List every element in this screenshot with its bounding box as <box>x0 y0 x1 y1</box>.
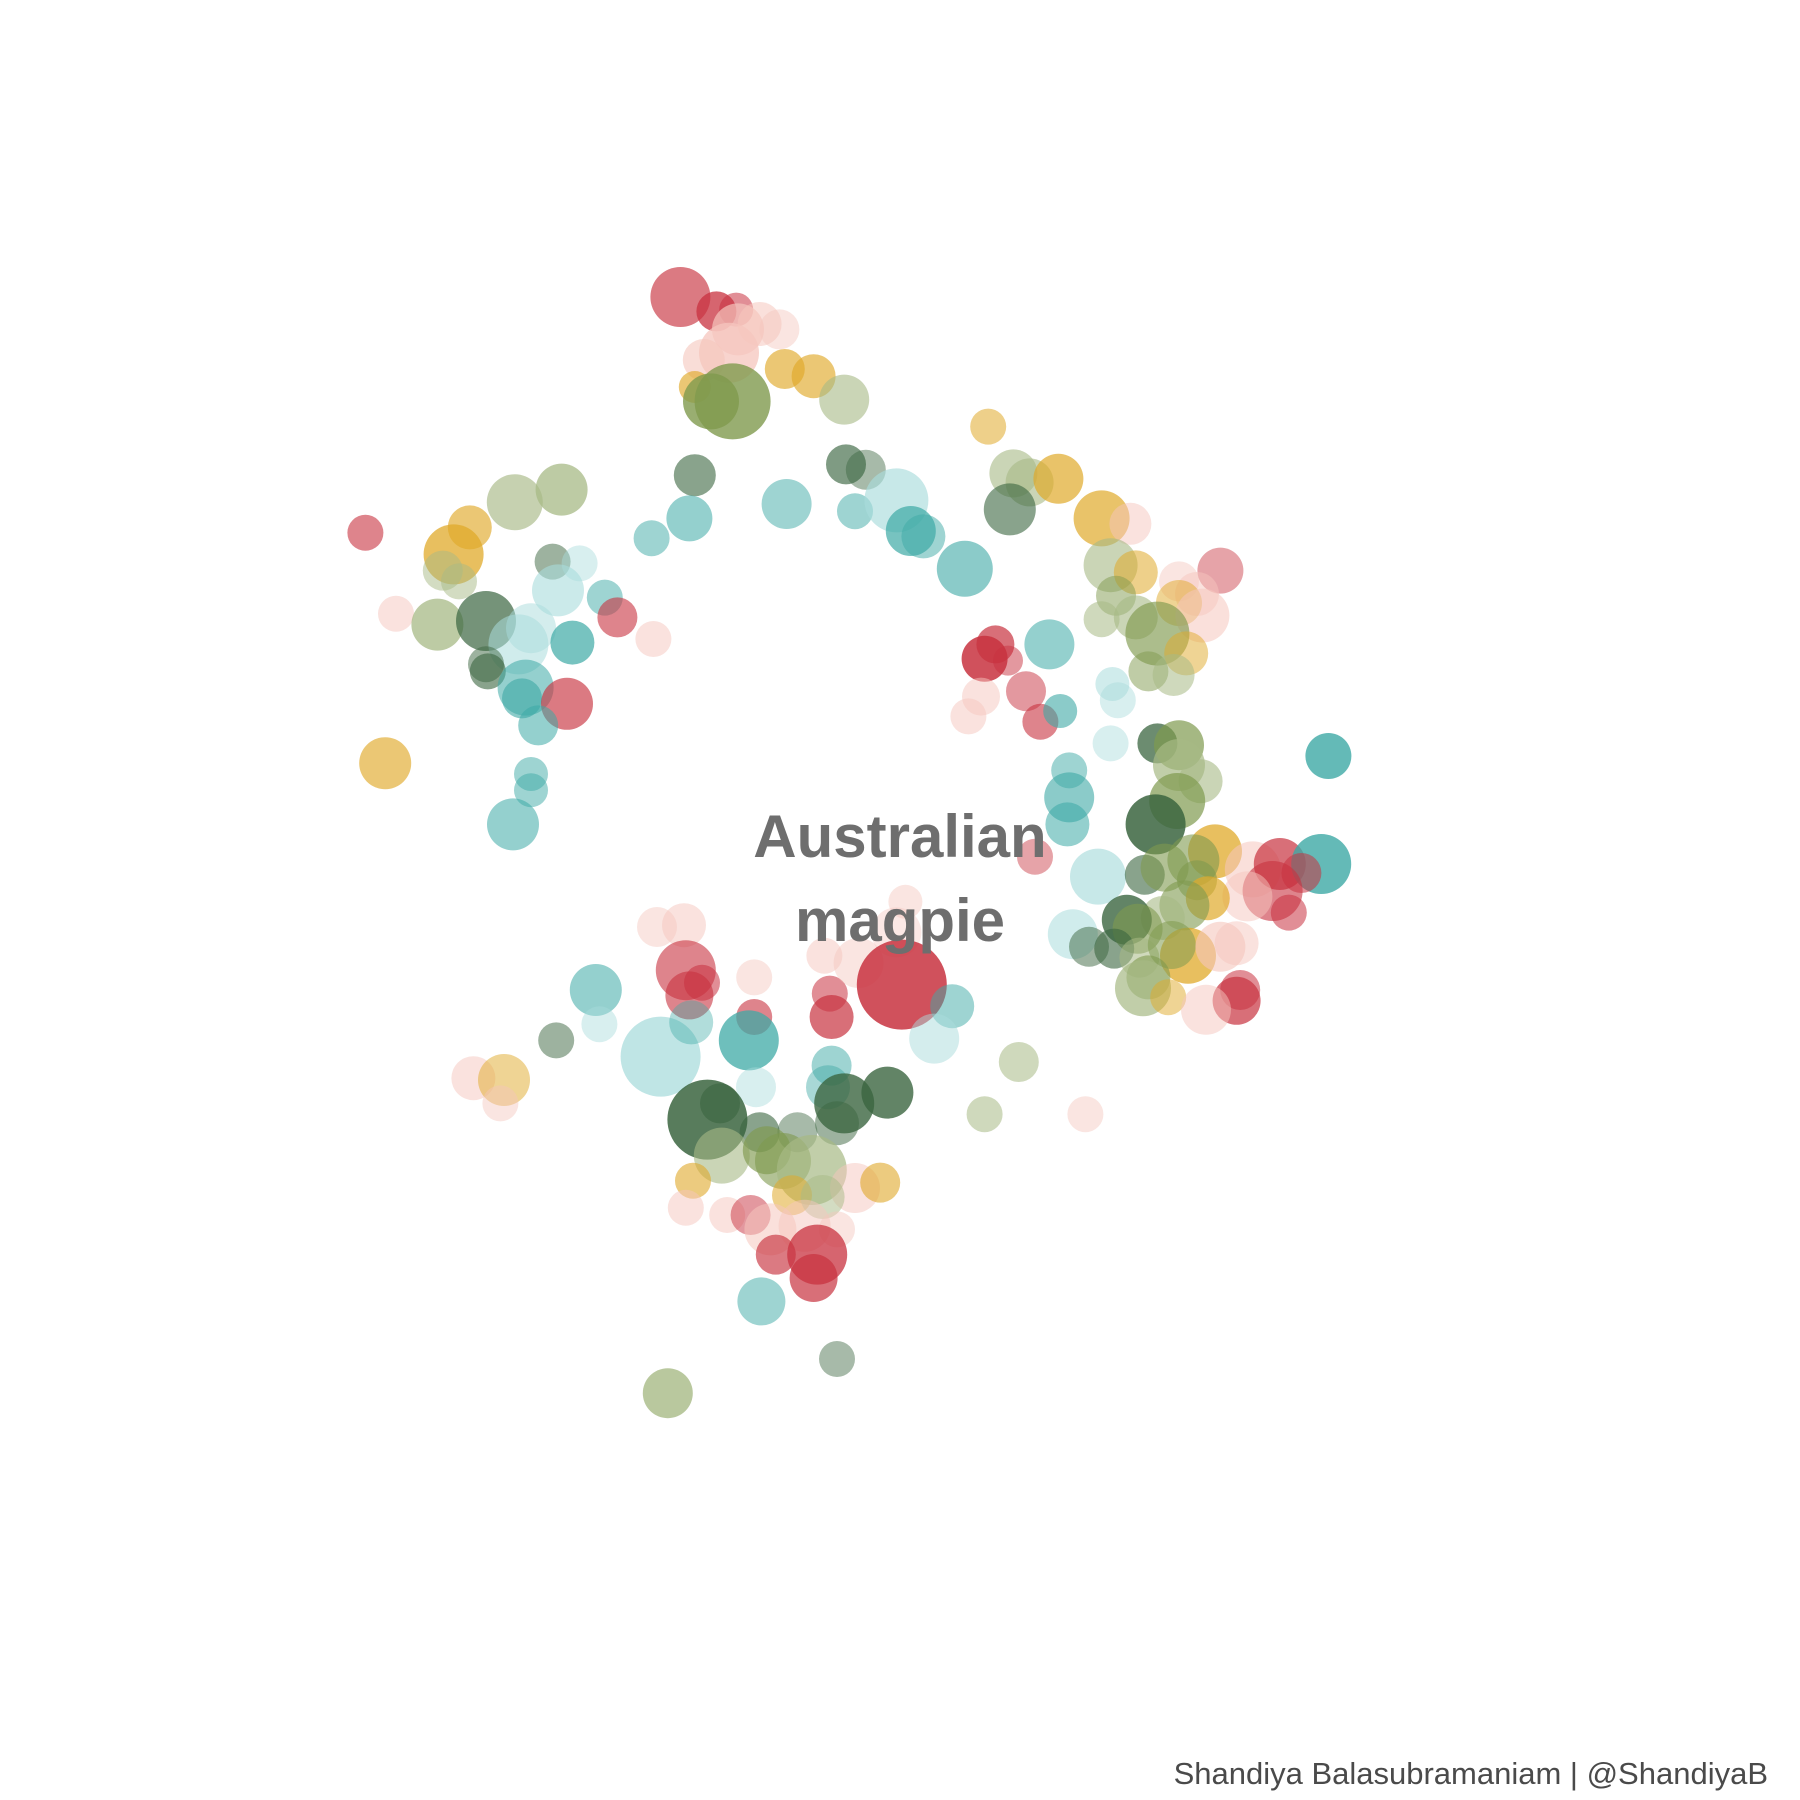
chart-title-line-2: magpie <box>794 887 1006 954</box>
bubble-point-187 <box>737 1277 786 1326</box>
bubble-point-32 <box>1109 502 1152 545</box>
bubble-point-93 <box>1147 921 1196 969</box>
bubble-point-42 <box>1083 601 1120 638</box>
bubble-point-14 <box>819 374 870 425</box>
bubble-point-58 <box>1092 725 1129 762</box>
bubble-point-108 <box>347 514 384 551</box>
bubble-point-95 <box>1214 921 1259 966</box>
bubble-point-178 <box>667 1189 704 1226</box>
bubble-point-164 <box>815 1101 859 1146</box>
bubble-point-107 <box>441 563 477 600</box>
bubble-point-189 <box>642 1368 693 1419</box>
bubble-point-119 <box>550 620 595 665</box>
bubble-point-129 <box>514 773 548 808</box>
chart-title-line-1: Australian <box>753 803 1047 870</box>
bubble-point-145 <box>856 939 947 1030</box>
bubble-point-140 <box>736 959 773 996</box>
bubble-point-68 <box>1125 794 1186 855</box>
author-credit: Shandiya Balasubramaniam | @ShandiyaB <box>1173 1756 1768 1791</box>
bubble-point-136 <box>581 1006 618 1043</box>
bubble-point-25 <box>936 540 993 597</box>
bubble-point-49 <box>1024 619 1075 670</box>
bubble-point-76 <box>1222 871 1273 922</box>
bubble-point-20 <box>826 444 866 485</box>
bubble-point-55 <box>950 698 987 735</box>
bubble-point-115 <box>411 598 464 651</box>
bubble-point-127 <box>359 737 412 790</box>
bubble-point-19 <box>837 493 873 530</box>
bubble-point-135 <box>569 964 622 1016</box>
bubble-point-52 <box>993 645 1023 676</box>
bubble-point-163 <box>700 1083 740 1124</box>
bubble-point-151 <box>718 1010 779 1071</box>
bubble-point-175 <box>860 1162 901 1203</box>
bubble-point-114 <box>378 595 414 632</box>
bubble-point-158 <box>482 1085 519 1122</box>
bubble-point-81 <box>1140 843 1189 892</box>
bubble-point-130 <box>487 798 539 851</box>
bubble-point-26 <box>970 408 1007 445</box>
bubble-point-120 <box>635 621 672 657</box>
bubble-point-24 <box>901 514 946 559</box>
bubble-point-149 <box>669 1000 714 1045</box>
bubble-point-77 <box>1270 894 1307 931</box>
bubble-point-46 <box>1152 654 1195 696</box>
bubble-point-142 <box>809 995 854 1039</box>
bubble-point-139 <box>684 964 720 1001</box>
bubble-point-111 <box>532 564 584 617</box>
bubble-point-169 <box>693 1127 750 1184</box>
bubble-point-148 <box>620 1016 701 1097</box>
bubble-point-1 <box>650 267 711 327</box>
bubble-point-15 <box>673 454 716 497</box>
bubble-point-152 <box>538 1022 575 1059</box>
bubble-point-160 <box>861 1066 914 1119</box>
bubble-point-186 <box>789 1254 838 1302</box>
bubble-point-157 <box>478 1054 530 1106</box>
bubble-point-67 <box>1045 802 1090 847</box>
bubble-point-6 <box>759 309 800 350</box>
bubble-point-173 <box>675 1162 711 1199</box>
bubble-point-168 <box>1067 1096 1104 1133</box>
bubble-point-113 <box>597 597 638 638</box>
bubble-point-102 <box>486 474 543 531</box>
bubble-point-79 <box>1070 848 1126 905</box>
bubble-point-53 <box>1006 671 1046 712</box>
bubble-point-118 <box>488 614 549 675</box>
bubble-point-98 <box>1150 979 1187 1016</box>
bubble-point-184 <box>755 1234 796 1275</box>
bubble-point-48 <box>1099 682 1136 719</box>
bubble-point-126 <box>518 705 559 746</box>
bubble-point-159 <box>998 1042 1039 1082</box>
bubble-point-30 <box>983 483 1036 536</box>
bubble-point-188 <box>819 1341 855 1377</box>
bubble-point-64 <box>1305 733 1352 779</box>
bubble-point-132 <box>662 903 706 948</box>
bubble-point-143 <box>806 937 843 974</box>
bubble-point-13 <box>694 363 771 440</box>
bubble-point-155 <box>736 1067 776 1108</box>
bubble-point-122 <box>468 646 504 683</box>
bubble-point-47 <box>1095 667 1130 701</box>
bubble-point-78 <box>1017 838 1053 875</box>
bubble-point-167 <box>966 1096 1003 1133</box>
bubble-point-57 <box>1043 694 1078 728</box>
bubble-point-29 <box>1033 453 1084 504</box>
bubble-point-103 <box>535 463 588 516</box>
bubble-point-101 <box>1181 984 1231 1035</box>
bubble-layer <box>347 267 1352 1419</box>
bubble-point-133 <box>888 884 923 919</box>
bubble-point-17 <box>633 520 670 557</box>
bubble-point-147 <box>909 1013 960 1064</box>
bubble-point-16 <box>666 495 713 542</box>
chart-title: Australian magpie <box>600 795 1200 963</box>
bubble-point-18 <box>761 479 812 529</box>
